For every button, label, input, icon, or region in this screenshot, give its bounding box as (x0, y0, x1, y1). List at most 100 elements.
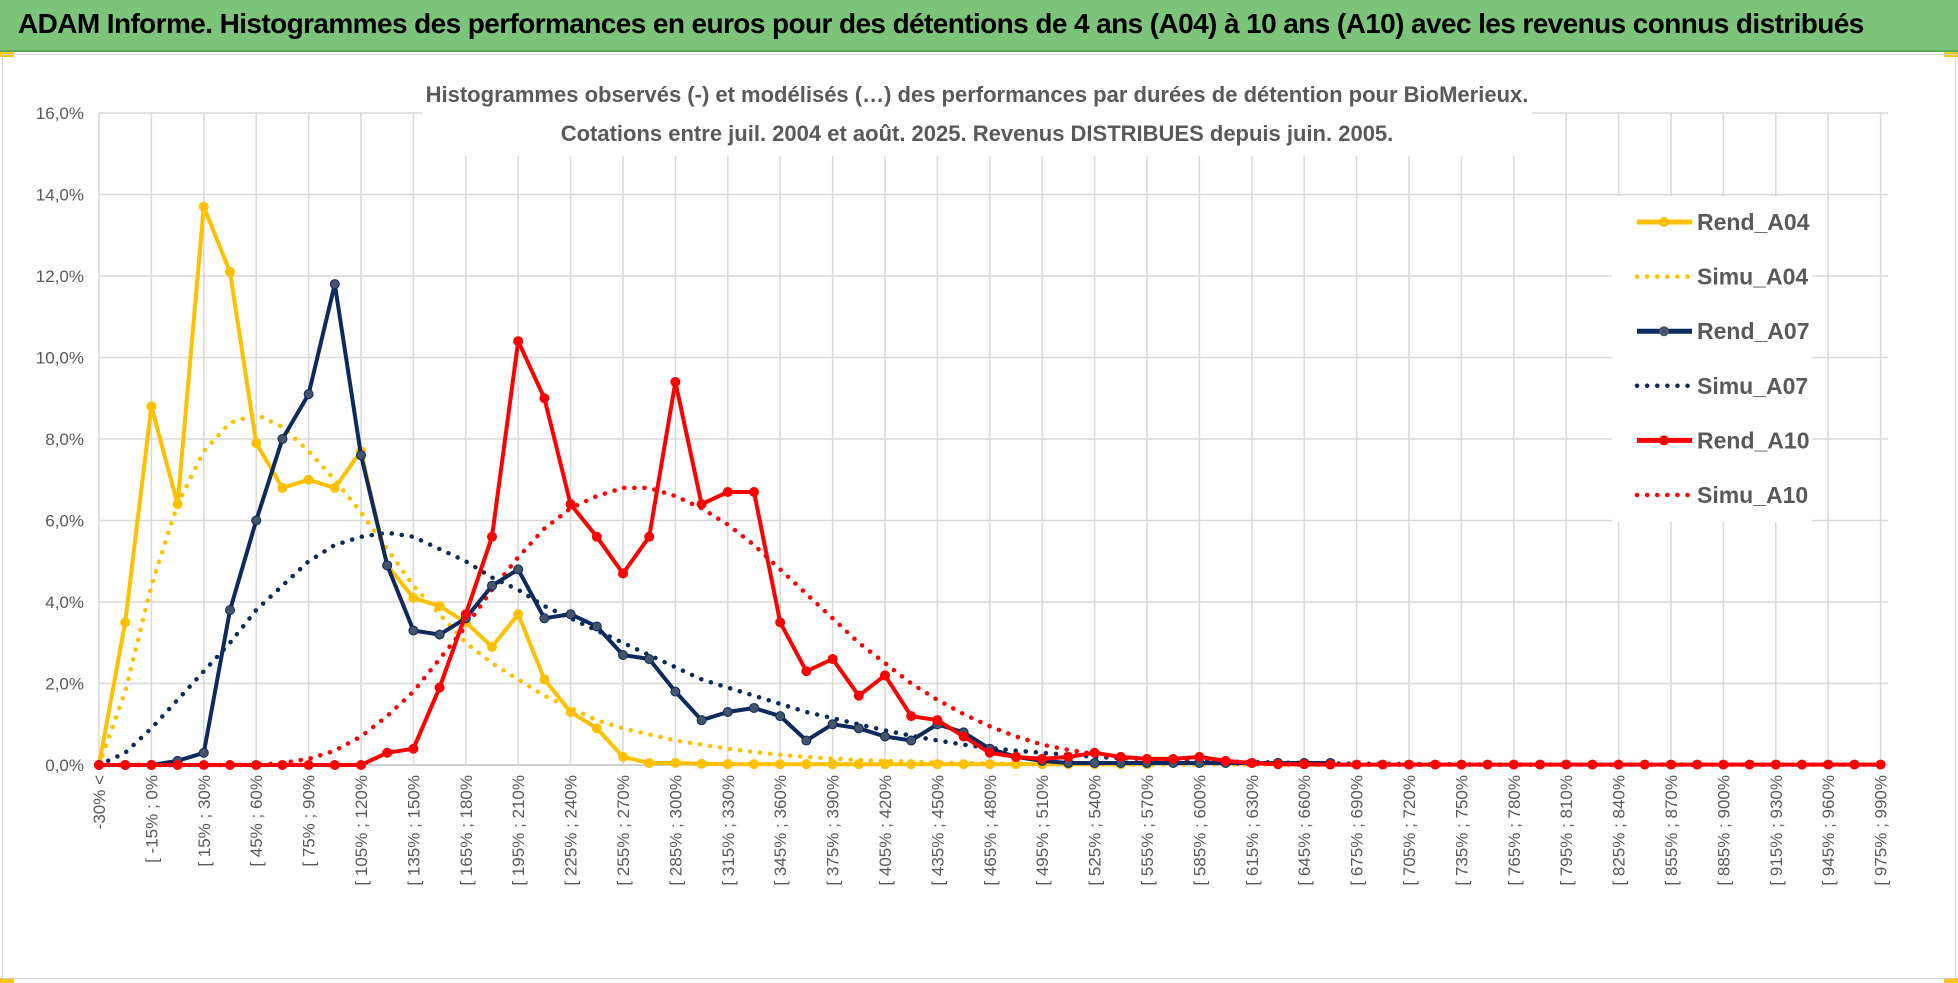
data-point (120, 617, 131, 628)
data-point (513, 336, 524, 347)
corner-mark-bottom-left (0, 978, 14, 983)
data-point (880, 731, 890, 742)
data-point (1011, 751, 1021, 762)
data-point (539, 613, 550, 624)
data-point (539, 674, 550, 685)
y-tick-label: 8,0% (45, 430, 84, 449)
data-point (225, 605, 235, 616)
series-line-Rend_A07 (99, 282, 1331, 767)
legend-item-Rend_A10: Rend_A10 (1637, 427, 1809, 453)
data-point (303, 474, 314, 485)
data-point (749, 486, 759, 497)
x-tick-label: [ 165% ; 180% (457, 775, 476, 886)
data-point (565, 707, 576, 718)
data-point (853, 723, 864, 734)
data-point (670, 757, 681, 768)
data-point (303, 760, 314, 770)
data-point (225, 760, 235, 770)
data-point (277, 482, 288, 493)
y-tick-label: 2,0% (45, 675, 84, 694)
data-point (539, 393, 550, 404)
x-tick-label: [ 135% ; 150% (404, 775, 423, 886)
data-point (1875, 759, 1886, 770)
x-tick-label: [ 105% ; 120% (352, 775, 371, 886)
legend-label: Rend_A07 (1697, 318, 1809, 344)
x-tick-label: [ -15% ; 0% (142, 775, 161, 863)
data-point (251, 438, 262, 449)
data-point (434, 629, 445, 640)
legend-marker (1659, 435, 1669, 446)
x-tick-label: [ 915% ; 930% (1767, 775, 1786, 886)
data-point (1168, 753, 1179, 764)
data-point (1744, 759, 1755, 770)
y-tick-label: 16,0% (36, 104, 84, 123)
data-point (303, 389, 314, 400)
data-point (146, 401, 157, 412)
data-point (408, 625, 419, 636)
data-point (749, 702, 759, 713)
data-point (644, 531, 655, 542)
x-tick-label: [ 405% ; 420% (876, 775, 895, 886)
data-point (94, 760, 104, 770)
data-point (775, 759, 786, 770)
data-point (356, 760, 366, 770)
data-point (460, 609, 471, 620)
data-point (853, 690, 864, 701)
data-point (722, 486, 733, 497)
x-tick-label: [ 45% ; 60% (247, 775, 266, 867)
data-point (696, 758, 707, 769)
data-point (984, 747, 995, 758)
x-tick-label: [ 585% ; 600% (1190, 775, 1209, 886)
data-point (618, 568, 628, 579)
data-point (565, 499, 576, 510)
x-tick-label: [ 615% ; 630% (1243, 775, 1262, 886)
data-point (1797, 759, 1807, 770)
x-tick-label: [ 225% ; 240% (562, 775, 581, 886)
data-point (487, 580, 497, 591)
y-tick-label: 6,0% (45, 512, 84, 531)
corner-mark-bottom-right (1944, 978, 1958, 983)
data-point (1142, 753, 1152, 764)
data-point (146, 760, 157, 770)
data-point (329, 482, 340, 493)
data-point (1535, 759, 1545, 770)
data-point (618, 649, 628, 660)
data-point (1246, 757, 1257, 768)
series-Simu_A04 (96, 412, 1333, 768)
data-point (172, 499, 183, 510)
data-point (958, 759, 969, 770)
x-tick-label: [ 315% ; 330% (719, 775, 738, 886)
legend-background (1612, 196, 1812, 522)
data-point (1115, 751, 1126, 762)
data-point (1482, 759, 1493, 770)
x-tick-label: [ 525% ; 540% (1086, 775, 1105, 886)
data-point (1089, 747, 1100, 758)
x-tick-label: [ 885% ; 900% (1714, 775, 1733, 886)
data-point (277, 760, 288, 770)
data-point (120, 760, 131, 770)
data-point (932, 759, 943, 770)
data-point (618, 751, 628, 762)
data-point (408, 743, 419, 754)
data-point (801, 666, 812, 677)
data-point (329, 760, 340, 770)
data-point (1037, 753, 1048, 764)
series-line-Simu_A04 (96, 412, 1333, 768)
data-point (382, 560, 393, 571)
x-tick-label: [ 975% ; 990% (1872, 775, 1891, 886)
y-tick-label: 14,0% (36, 186, 84, 205)
data-point (1639, 759, 1650, 770)
data-point (225, 266, 235, 277)
data-point (670, 376, 681, 387)
data-point (1587, 759, 1598, 770)
data-point (1351, 759, 1362, 770)
data-point (1561, 759, 1572, 770)
data-point (1613, 759, 1624, 770)
legend-item-Simu_A07: Simu_A07 (1634, 373, 1808, 399)
x-tick-label: [ 465% ; 480% (981, 775, 1000, 886)
data-point (198, 760, 209, 770)
data-point (251, 760, 262, 770)
data-point (932, 715, 943, 726)
series-layer (94, 201, 1886, 770)
legend-marker (1659, 217, 1669, 227)
